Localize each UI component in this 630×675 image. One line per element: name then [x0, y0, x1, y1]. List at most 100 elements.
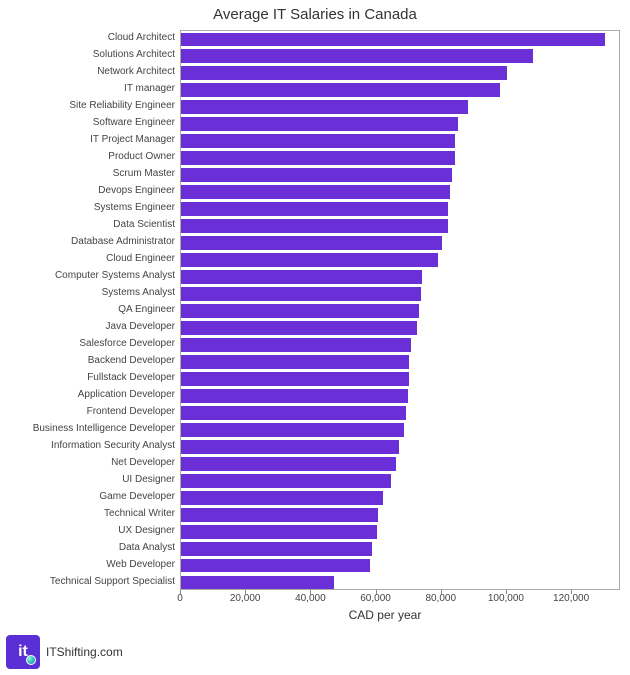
bar-row [181, 202, 619, 216]
bar-row [181, 253, 619, 267]
y-category-label: Web Developer [106, 558, 175, 572]
bar [181, 525, 377, 539]
bar-row [181, 423, 619, 437]
footer: it ITShifting.com [6, 635, 123, 669]
y-category-label: Devops Engineer [98, 184, 175, 198]
globe-icon [26, 655, 36, 665]
bar-row [181, 100, 619, 114]
bar [181, 440, 399, 454]
bar [181, 253, 438, 267]
x-tick-label: 40,000 [295, 593, 326, 604]
salary-chart: Average IT Salaries in Canada CAD per ye… [0, 0, 630, 630]
bar [181, 117, 458, 131]
bar-row [181, 134, 619, 148]
bar-row [181, 542, 619, 556]
bar [181, 338, 411, 352]
bar [181, 508, 378, 522]
y-category-label: IT Project Manager [90, 133, 175, 147]
y-category-label: Computer Systems Analyst [55, 269, 175, 283]
bar-row [181, 355, 619, 369]
bar [181, 168, 452, 182]
chart-title: Average IT Salaries in Canada [0, 6, 630, 23]
y-category-label: Data Scientist [113, 218, 175, 232]
x-tick-label: 60,000 [360, 593, 391, 604]
y-category-label: Business Intelligence Developer [33, 422, 175, 436]
bar-row [181, 151, 619, 165]
y-category-label: IT manager [124, 82, 175, 96]
x-tick-label: 80,000 [425, 593, 456, 604]
bar-row [181, 33, 619, 47]
bar [181, 372, 409, 386]
x-tick-label: 0 [177, 593, 183, 604]
bar [181, 355, 409, 369]
y-category-label: Technical Writer [104, 507, 175, 521]
bar [181, 474, 391, 488]
x-tick-label: 20,000 [230, 593, 261, 604]
bar-row [181, 219, 619, 233]
bar [181, 219, 448, 233]
bar [181, 576, 334, 590]
y-category-label: Cloud Architect [108, 31, 175, 45]
bar-row [181, 287, 619, 301]
bar-row [181, 576, 619, 590]
bar-row [181, 440, 619, 454]
y-category-label: Fullstack Developer [87, 371, 175, 385]
y-category-label: Site Reliability Engineer [69, 99, 175, 113]
x-tick-label: 120,000 [553, 593, 589, 604]
bar [181, 559, 370, 573]
y-category-label: Network Architect [97, 65, 175, 79]
bar [181, 406, 406, 420]
bar-row [181, 457, 619, 471]
bar [181, 66, 507, 80]
y-category-label: Game Developer [99, 490, 175, 504]
y-category-label: Data Analyst [119, 541, 175, 555]
bar-row [181, 117, 619, 131]
bar [181, 287, 421, 301]
bar [181, 304, 419, 318]
y-category-label: Product Owner [108, 150, 175, 164]
bar-row [181, 372, 619, 386]
bar-row [181, 559, 619, 573]
bar-row [181, 168, 619, 182]
y-category-label: Scrum Master [113, 167, 175, 181]
bar-row [181, 338, 619, 352]
y-category-label: Salesforce Developer [79, 337, 175, 351]
bar [181, 321, 417, 335]
y-category-label: Java Developer [106, 320, 175, 334]
bar [181, 423, 404, 437]
bar-row [181, 508, 619, 522]
bar-row [181, 236, 619, 250]
y-category-label: Cloud Engineer [106, 252, 175, 266]
footer-logo: it [6, 635, 40, 669]
bar-row [181, 525, 619, 539]
y-category-label: Frontend Developer [87, 405, 175, 419]
y-category-label: UI Designer [122, 473, 175, 487]
y-category-label: Application Developer [78, 388, 175, 402]
x-tick-label: 100,000 [488, 593, 524, 604]
bars-container [181, 31, 619, 589]
y-category-label: Systems Analyst [102, 286, 175, 300]
y-category-label: Backend Developer [88, 354, 175, 368]
bar [181, 83, 500, 97]
y-category-label: UX Designer [118, 524, 175, 538]
bar-row [181, 474, 619, 488]
bar-row [181, 304, 619, 318]
bar-row [181, 321, 619, 335]
bar-row [181, 185, 619, 199]
x-axis-label: CAD per year [70, 608, 630, 622]
y-category-label: Information Security Analyst [51, 439, 175, 453]
bar [181, 151, 455, 165]
y-category-label: Technical Support Specialist [50, 575, 175, 589]
bar [181, 33, 605, 47]
y-category-label: Software Engineer [93, 116, 175, 130]
footer-site: ITShifting.com [46, 645, 123, 659]
y-category-label: Solutions Architect [93, 48, 175, 62]
bar-row [181, 389, 619, 403]
y-category-label: Systems Engineer [94, 201, 175, 215]
bar [181, 100, 468, 114]
bar-row [181, 49, 619, 63]
bar-row [181, 66, 619, 80]
bar [181, 202, 448, 216]
y-category-label: QA Engineer [118, 303, 175, 317]
y-category-label: Database Administrator [71, 235, 175, 249]
